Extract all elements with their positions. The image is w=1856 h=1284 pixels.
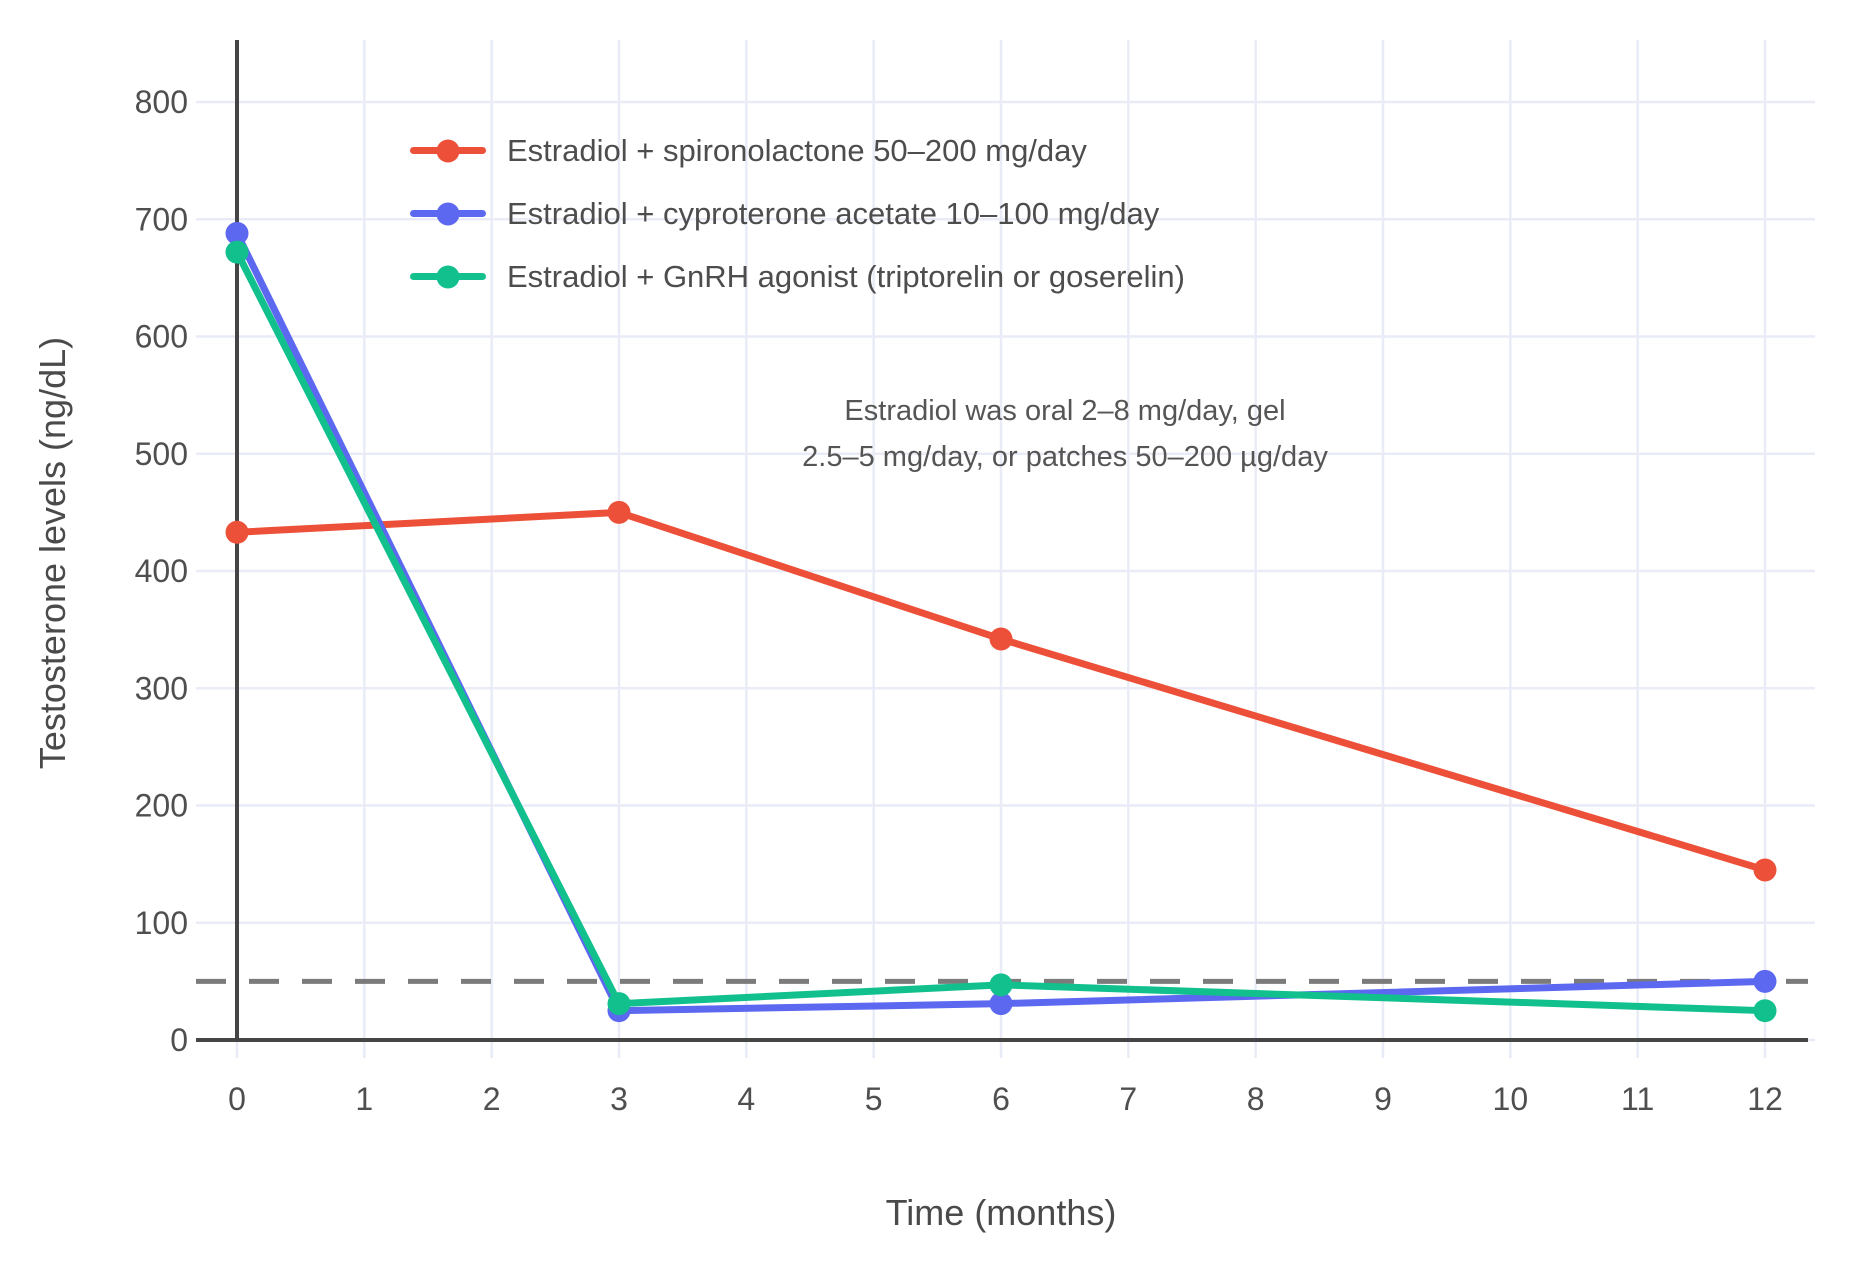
legend-marker-dot (436, 139, 460, 162)
y-tick-label: 100 (135, 905, 188, 941)
x-tick-label: 2 (483, 1081, 501, 1117)
x-tick-label: 9 (1374, 1081, 1392, 1117)
x-tick-label: 4 (737, 1081, 755, 1117)
x-tick-label: 11 (1621, 1081, 1654, 1117)
x-tick-label: 10 (1493, 1081, 1529, 1117)
y-tick-label: 400 (135, 553, 188, 589)
series-line (233, 508, 1769, 874)
data-point (607, 992, 631, 1016)
data-point (989, 627, 1013, 651)
y-tick-label: 0 (170, 1022, 188, 1058)
data-point (607, 500, 631, 524)
legend-marker-dot (436, 202, 460, 225)
annotation-line-1: Estradiol was oral 2–8 mg/day, gel (844, 395, 1286, 427)
series-0 (225, 500, 1777, 882)
legend-marker-line (410, 265, 486, 288)
x-tick-label: 3 (610, 1081, 628, 1117)
legend-item-1: Estradiol + cyproterone acetate 10–100 m… (410, 182, 1185, 245)
y-tick-label: 200 (135, 788, 188, 824)
data-point (1753, 858, 1777, 882)
annotation-line-2: 2.5–5 mg/day, or patches 50–200 µg/day (802, 441, 1328, 473)
x-tick-label: 0 (228, 1081, 246, 1117)
chart-annotation: Estradiol was oral 2–8 mg/day, gel 2.5–5… (802, 388, 1328, 480)
series-line (233, 248, 1769, 1015)
y-tick-label: 800 (135, 84, 188, 120)
legend-marker-line (410, 139, 486, 162)
legend-label: Estradiol + spironolactone 50–200 mg/day (507, 132, 1087, 168)
x-tick-label: 6 (992, 1081, 1010, 1117)
data-point (225, 221, 249, 245)
x-tick-label: 5 (865, 1081, 883, 1117)
y-tick-label: 700 (135, 201, 188, 237)
x-axis-title: Time (months) (885, 1192, 1117, 1233)
x-tick-label: 7 (1119, 1081, 1137, 1117)
y-tick-label: 600 (135, 319, 188, 355)
x-tick-label: 8 (1247, 1081, 1265, 1117)
y-tick-label: 500 (135, 436, 188, 472)
data-point (1753, 999, 1777, 1023)
legend-item-0: Estradiol + spironolactone 50–200 mg/day (410, 119, 1185, 182)
gridlines (196, 40, 1815, 1058)
legend-marker-dot (436, 265, 460, 288)
legend-label: Estradiol + cyproterone acetate 10–100 m… (507, 195, 1160, 231)
data-point (1753, 969, 1777, 993)
legend-marker-line (410, 202, 486, 225)
legend-item-2: Estradiol + GnRH agonist (triptorelin or… (410, 245, 1185, 308)
y-axis-title: Testosterone levels (ng/dL) (32, 336, 73, 770)
data-point (225, 520, 249, 544)
data-point (989, 973, 1013, 997)
data-point (225, 240, 249, 264)
y-tick-label: 300 (135, 670, 188, 706)
x-tick-label: 12 (1747, 1081, 1783, 1117)
x-tick-label: 1 (355, 1081, 373, 1117)
legend-label: Estradiol + GnRH agonist (triptorelin or… (507, 258, 1185, 294)
chart-legend: Estradiol + spironolactone 50–200 mg/day… (410, 119, 1185, 308)
data-point (989, 992, 1013, 1016)
series-2 (225, 240, 1777, 1023)
